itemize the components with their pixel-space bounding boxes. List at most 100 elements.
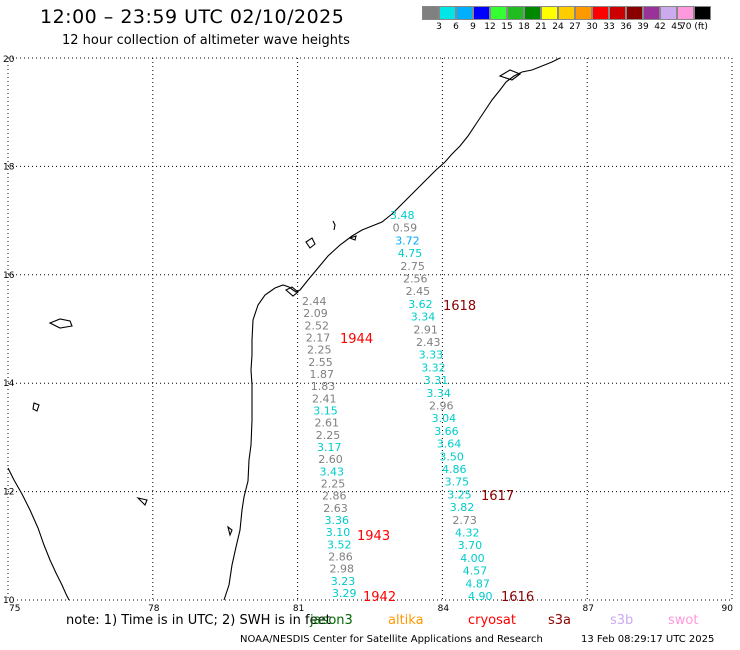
legend-label: 27 — [569, 22, 581, 32]
legend-swatch — [575, 6, 592, 20]
wave-height-reading: 2.56 — [403, 273, 428, 286]
legend-label: 21 — [535, 22, 547, 32]
wave-height-reading: 3.82 — [450, 501, 475, 514]
lat-tick-label: 16 — [3, 271, 15, 281]
legend-label: 36 — [620, 22, 632, 32]
island-8 — [227, 525, 233, 537]
satellite-label: altika — [388, 613, 424, 628]
wave-height-reading: 2.73 — [452, 514, 477, 527]
wave-height-reading: 2.75 — [400, 260, 425, 273]
legend-swatch — [524, 6, 541, 20]
legend-label: 33 — [603, 22, 615, 32]
legend-label: 45 — [671, 22, 683, 32]
map-subtitle: 12 hour collection of altimeter wave hei… — [62, 33, 350, 48]
wave-height-reading: 3.72 — [395, 234, 420, 247]
footer-note: note: 1) Time is in UTC; 2) SWH is in fe… — [66, 613, 331, 628]
island-6 — [32, 402, 40, 412]
lon-tick-label: 84 — [438, 604, 450, 614]
legend-label: 9 — [470, 22, 476, 32]
wave-height-reading: 3.70 — [458, 539, 483, 552]
lat-tick-label: 12 — [3, 488, 14, 498]
wave-height-reading: 3.29 — [332, 587, 357, 600]
wave-height-legend: 3 6 9 12 15 18 21 24 27 30 33 36 39 42 45 70 (ft) — [422, 6, 711, 34]
wave-height-reading: 4.57 — [463, 565, 488, 578]
wave-height-reading: 2.60 — [318, 453, 343, 466]
wave-height-reading: 2.44 — [302, 295, 327, 308]
lat-tick-label: 20 — [3, 55, 15, 65]
legend-swatch — [643, 6, 660, 20]
wave-height-reading: 2.63 — [323, 502, 348, 515]
pass-time-label: 1617 — [481, 489, 514, 504]
wave-height-reading: 3.04 — [432, 412, 457, 425]
wave-height-reading: 3.50 — [439, 450, 464, 463]
legend-swatch — [541, 6, 558, 20]
wave-height-reading: 2.52 — [305, 319, 330, 332]
lon-tick-label: 87 — [582, 604, 593, 614]
legend-swatch — [490, 6, 507, 20]
wave-height-reading: 2.91 — [413, 323, 438, 336]
legend-label: 70 (ft) — [680, 22, 708, 32]
lat-tick-label: 14 — [3, 379, 15, 389]
island-3 — [348, 235, 357, 241]
wave-height-reading: 2.55 — [308, 356, 333, 369]
coastline-sri-lanka — [223, 57, 561, 601]
pass-time-label: 1618 — [443, 299, 476, 314]
credit-text: NOAA/NESDIS Center for Satellite Applica… — [240, 634, 543, 645]
legend-swatch — [609, 6, 626, 20]
satellite-label: swot — [668, 613, 699, 628]
map-grid — [7, 57, 733, 601]
wave-height-reading: 2.41 — [312, 392, 337, 405]
legend-label: 42 — [654, 22, 666, 32]
wave-height-reading: 3.48 — [390, 209, 415, 222]
legend-swatch — [660, 6, 677, 20]
legend-swatch — [626, 6, 643, 20]
wave-height-reading: 3.34 — [426, 387, 451, 400]
island-2 — [305, 237, 316, 249]
wave-height-reading: 3.23 — [331, 575, 356, 588]
wave-height-reading: 3.32 — [421, 361, 446, 374]
wave-height-reading: 2.09 — [303, 307, 328, 320]
wave-height-reading: 3.31 — [424, 374, 449, 387]
lon-tick-label: 90 — [722, 604, 734, 614]
wave-height-reading: 2.25 — [321, 478, 346, 491]
legend-swatch — [592, 6, 609, 20]
generated-timestamp: 13 Feb 08:29:17 UTC 2025 — [581, 634, 715, 645]
wave-height-reading: 3.66 — [434, 425, 459, 438]
island-9 — [498, 69, 522, 81]
wave-height-reading: 1.83 — [311, 380, 336, 393]
legend-label: 18 — [518, 22, 530, 32]
lon-tick-label: 81 — [293, 604, 304, 614]
island-4 — [285, 286, 299, 297]
wave-height-reading: 2.25 — [307, 344, 332, 357]
wave-height-reading: 3.52 — [327, 538, 352, 551]
wave-height-reading: 2.98 — [330, 563, 355, 576]
legend-label: 3 — [436, 22, 442, 32]
wave-height-reading: 2.43 — [416, 336, 441, 349]
wave-height-reading: 4.87 — [465, 577, 490, 590]
pass-time-label: 1943 — [357, 529, 390, 544]
pass-time-label: 1616 — [501, 590, 534, 605]
wave-height-reading: 2.17 — [306, 332, 331, 345]
legend-swatch — [439, 6, 456, 20]
legend-labels: 3 6 9 12 15 18 21 24 27 30 33 36 39 42 45 70 (ft) — [422, 20, 711, 34]
wave-height-reading: 3.25 — [447, 488, 472, 501]
legend-color-bar — [422, 6, 711, 20]
wave-height-reading: 2.86 — [322, 490, 347, 503]
wave-height-reading: 2.96 — [429, 400, 454, 413]
wave-height-reading: 3.10 — [326, 526, 351, 539]
legend-swatch — [677, 6, 694, 20]
coastline-mainland — [7, 467, 70, 601]
legend-label: 24 — [552, 22, 564, 32]
legend-label: 39 — [637, 22, 649, 32]
wave-height-reading: 2.61 — [315, 417, 340, 430]
legend-swatch — [558, 6, 575, 20]
satellite-label: cryosat — [468, 613, 516, 628]
pass-time-labels: 1944 1943 1942 1618 1617 1616 — [340, 299, 534, 605]
lon-tick-label: 78 — [148, 604, 160, 614]
legend-swatch — [422, 6, 439, 20]
wave-height-reading: 2.25 — [316, 429, 341, 442]
pass-time-label: 1944 — [340, 332, 373, 347]
wave-height-reading: 3.33 — [419, 349, 444, 362]
wave-height-reading: 2.86 — [328, 551, 353, 564]
